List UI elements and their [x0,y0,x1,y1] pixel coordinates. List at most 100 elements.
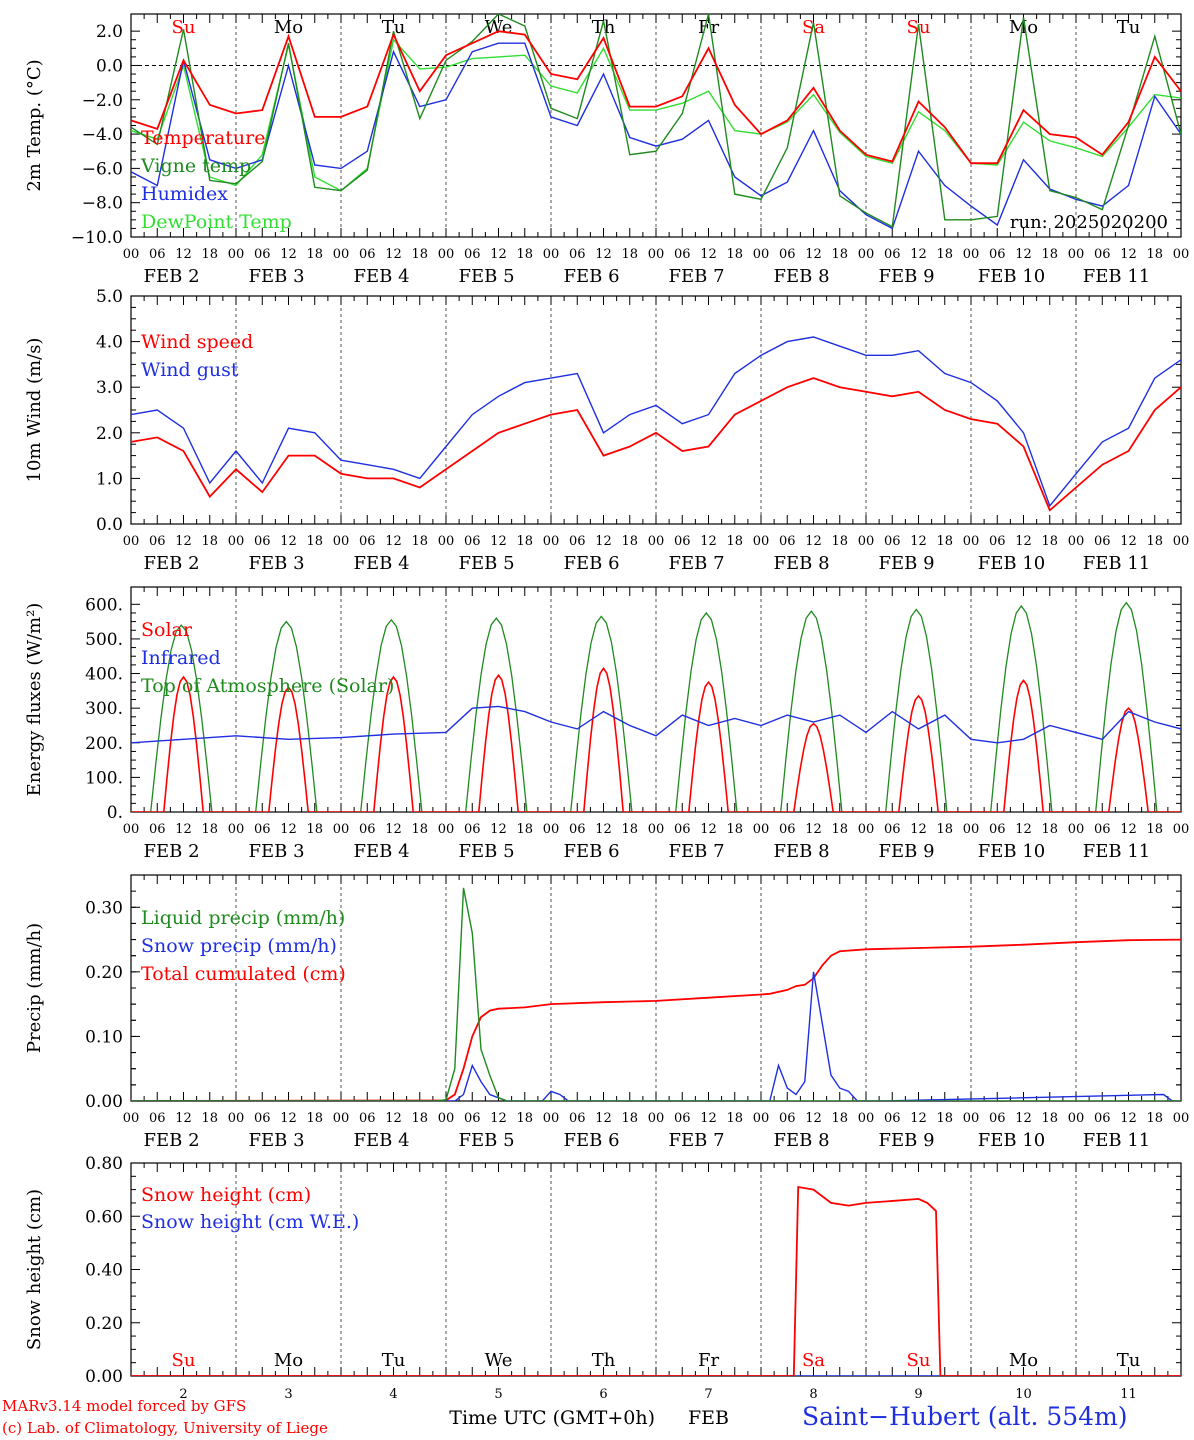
y-tick-label: 1.0 [96,469,123,489]
x-date-label: FEB 5 [458,266,514,287]
x-hour-label: 18 [411,247,428,262]
y-tick-label: 0.40 [85,1261,123,1281]
x-hour-label: 18 [201,1111,218,1126]
weekday-label: We [485,1350,513,1371]
weekday-label: Su [172,17,196,38]
legend-entry: Total cumulated (cm) [141,963,346,985]
x-hour-label: 12 [1015,1111,1032,1126]
x-hour-label: 06 [674,247,691,262]
weekday-label: Fr [698,1350,719,1371]
x-date-label: FEB 4 [353,553,409,574]
y-tick-label: 200. [85,734,123,754]
x-hour-label: 12 [385,534,402,549]
x-hour-label: 12 [1015,534,1032,549]
weekday-label: Th [592,17,616,38]
x-hour-label: 00 [123,534,140,549]
weekday-label: Sa [802,1350,825,1371]
x-date-label: FEB 9 [878,553,934,574]
x-hour-label: 18 [516,822,533,837]
x-hour-label: 18 [1146,1111,1163,1126]
x-hour-label: 00 [543,534,560,549]
x-hour-label: 06 [779,534,796,549]
x-hour-label: 00 [1068,1111,1085,1126]
y-tick-label: 0.80 [85,1154,123,1174]
x-hour-label: 00 [333,1111,350,1126]
x-hour-label: 06 [464,534,481,549]
weekday-label: Su [172,1350,196,1371]
x-hour-label: 12 [805,247,822,262]
x-date-label: FEB 10 [978,841,1045,862]
x-hour-label: 00 [123,1111,140,1126]
x-hour-label: 12 [1120,247,1137,262]
station-name: Saint−Hubert (alt. 554m) [802,1402,1128,1431]
legend-entry: Liquid precip (mm/h) [141,907,345,929]
legend-entry: Humidex [141,183,228,205]
x-hour-label: 00 [1068,247,1085,262]
x-date-label: FEB 11 [1083,553,1150,574]
x-hour-label: 12 [385,1111,402,1126]
x-hour-label: 00 [753,822,770,837]
x-hour-label: 18 [726,1111,743,1126]
weekday-label: Th [592,1350,616,1371]
series-line-humidex [131,42,1181,230]
x-hour-label: 00 [1068,534,1085,549]
series-line-wind-gust [131,336,1181,508]
x-hour-label: 18 [621,822,638,837]
x-date-label: FEB 11 [1083,841,1150,862]
x-date-label: FEB 8 [773,266,829,287]
x-hour-label: 00 [1068,822,1085,837]
x-hour-label: 06 [569,534,586,549]
y-tick-label: 0.0 [96,56,123,76]
x-hour-label: 12 [280,822,297,837]
x-hour-label: 06 [569,1111,586,1126]
x-date-label: FEB 11 [1083,1130,1150,1151]
x-hour-label: 12 [1120,822,1137,837]
x-hour-label: 06 [254,534,271,549]
x-date-label: FEB 3 [248,266,304,287]
x-hour-label: 18 [936,247,953,262]
x-hour-label: 00 [543,822,560,837]
series-line-snow-precip-mm-h- [131,971,1181,1101]
x-hour-label: 18 [621,534,638,549]
x-date-label: FEB 9 [878,841,934,862]
y-tick-label: 300. [85,699,123,719]
x-date-label: FEB 7 [668,553,724,574]
x-hour-label: 12 [490,247,507,262]
x-hour-label: 18 [516,1111,533,1126]
x-date-label: FEB 10 [978,1130,1045,1151]
x-hour-label: 00 [858,1111,875,1126]
series-line-liquid-precip-mm-h- [131,887,1181,1101]
x-hour-label: 06 [464,1111,481,1126]
x-date-label: FEB 6 [563,1130,619,1151]
x-hour-label: 18 [1146,822,1163,837]
x-hour-label: 00 [648,247,665,262]
y-axis-label: Energy fluxes (W/m²) [24,603,45,797]
x-hour-label: 06 [1094,534,1111,549]
x-hour-label: 00 [963,1111,980,1126]
x-hour-label: 06 [149,247,166,262]
legend-entry: Solar [141,619,193,641]
x-hour-label: 18 [1041,534,1058,549]
x-hour-label: 12 [805,534,822,549]
legend-entry: Snow precip (mm/h) [141,935,337,957]
panel-energy: 0. 100. 200. 300. 400. 500. 600. Energy fluxes … [24,586,1189,862]
plot-area [131,601,1181,812]
x-hour-label: 06 [779,1111,796,1126]
x-hour-label: 18 [831,822,848,837]
x-hour-label: 12 [910,534,927,549]
x-hour-label: 00 [963,822,980,837]
panel-wind: 0.0 1.0 2.0 3.0 4.0 5.0 10m Wind (m/s) 00 06 12 18… [24,287,1189,574]
x-hour-label: 12 [280,247,297,262]
x-date-label: FEB 8 [773,1130,829,1151]
legend-entry: Wind speed [141,331,253,353]
x-hour-label: 12 [910,247,927,262]
x-hour-label: 12 [700,247,717,262]
x-hour-label: 12 [805,1111,822,1126]
x-hour-label: 00 [228,534,245,549]
x-hour-label: 06 [149,534,166,549]
legend-entry: Vigne temp [140,155,251,177]
y-tick-label: −8.0 [82,194,123,214]
x-date-label: FEB 6 [563,266,619,287]
x-hour-label: 00 [438,534,455,549]
